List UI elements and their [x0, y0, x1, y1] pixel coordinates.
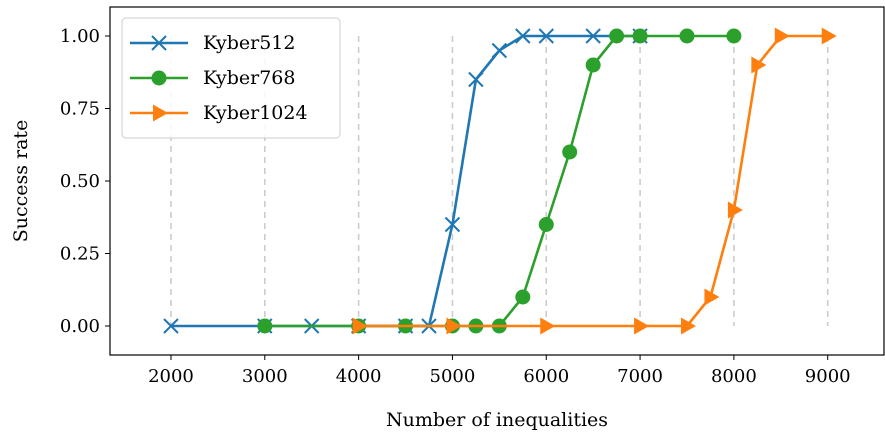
marker-stroke	[515, 28, 531, 44]
legend-label: Kyber512	[203, 32, 295, 54]
y-tick-label: 0.00	[60, 316, 100, 337]
x-axis-label: Number of inequalities	[386, 409, 608, 431]
data-point	[444, 216, 461, 233]
marker-stroke	[585, 28, 601, 44]
data-point	[163, 318, 179, 334]
marker-stroke	[491, 42, 508, 59]
data-point	[726, 28, 742, 44]
series-line	[358, 34, 828, 328]
y-axis-label: Success rate	[10, 120, 32, 243]
data-point	[632, 28, 648, 44]
data-point	[585, 57, 601, 73]
data-point	[515, 28, 531, 44]
data-point	[774, 27, 790, 45]
legend-entry: Kyber512	[130, 32, 295, 54]
data-point	[679, 28, 695, 44]
data-point	[821, 27, 837, 45]
x-tick-label: 6000	[523, 366, 569, 387]
legend-frame	[121, 17, 341, 139]
data-point	[468, 71, 484, 88]
data-point	[515, 289, 531, 305]
y-tick-label: 0.50	[60, 171, 100, 192]
data-point	[540, 317, 556, 335]
axis-ticks: 2000 3000 4000 5000 6000 7000 8000 9000 0.00 0.25…	[60, 26, 851, 387]
x-tick-label: 8000	[711, 366, 757, 387]
data-point	[562, 144, 578, 160]
x-tick-label: 7000	[617, 366, 663, 387]
legend-label: Kyber768	[203, 67, 295, 89]
x-tick-label: 4000	[336, 366, 382, 387]
data-point	[153, 104, 168, 122]
data-point	[680, 317, 696, 335]
legend-entry: Kyber1024	[130, 102, 308, 124]
marker-stroke	[444, 216, 461, 233]
data-point	[538, 28, 554, 44]
data-point	[352, 317, 368, 335]
y-tick-label: 0.75	[60, 99, 100, 120]
data-point	[491, 42, 508, 59]
x-tick-label: 9000	[805, 366, 851, 387]
data-point	[151, 70, 167, 86]
data-point	[446, 317, 462, 335]
legend-entry: Kyber768	[130, 67, 295, 89]
marker-stroke	[538, 28, 554, 44]
y-tick-label: 0.25	[60, 244, 100, 265]
data-point	[609, 28, 625, 44]
data-point	[751, 56, 767, 74]
legend-label: Kyber1024	[203, 102, 308, 124]
legend: Kyber512 Kyber768 Kyber1024	[121, 17, 341, 139]
data-point	[585, 28, 601, 44]
marker-stroke	[151, 35, 167, 51]
y-tick-label: 1.00	[60, 26, 100, 47]
data-point	[704, 288, 720, 306]
marker-stroke	[468, 71, 484, 88]
data-point	[727, 201, 743, 219]
x-tick-label: 2000	[148, 366, 194, 387]
marker-stroke	[163, 318, 179, 334]
x-tick-label: 3000	[242, 366, 288, 387]
data-point	[634, 317, 650, 335]
data-point	[151, 35, 167, 51]
data-point	[538, 217, 554, 232]
series-kyber1024	[352, 27, 837, 335]
series-layer	[163, 27, 837, 335]
x-tick-label: 5000	[430, 366, 476, 387]
data-point	[257, 318, 273, 334]
